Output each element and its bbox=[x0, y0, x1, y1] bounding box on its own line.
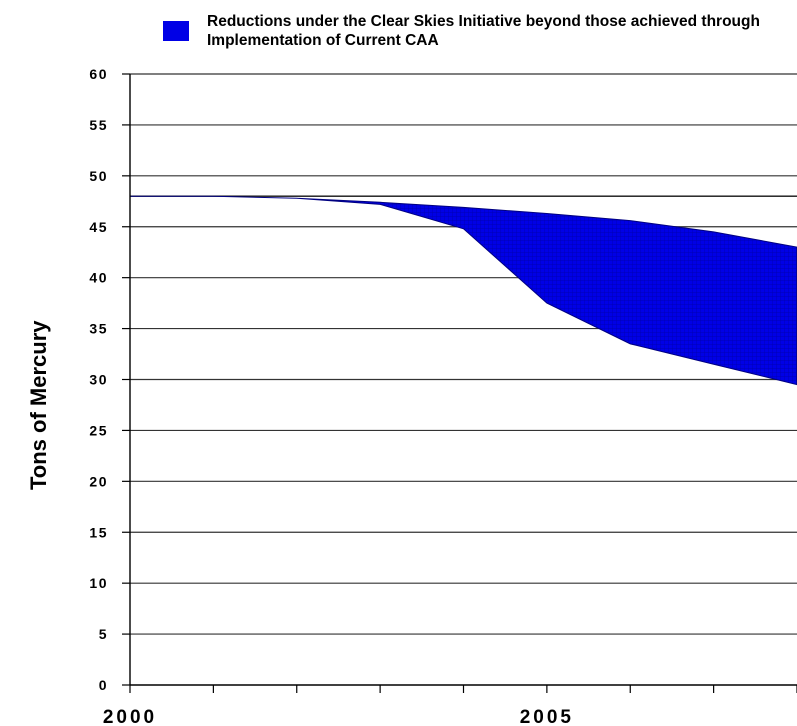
y-tick-label: 30 bbox=[89, 372, 108, 388]
y-tick-label: 40 bbox=[89, 270, 108, 286]
y-tick-label: 0 bbox=[99, 677, 108, 693]
y-tick-label: 45 bbox=[89, 219, 108, 235]
y-tick-label: 50 bbox=[89, 168, 108, 184]
x-tick-label: 2005 bbox=[520, 707, 574, 726]
legend-label: Reductions under the Clear Skies Initiat… bbox=[207, 12, 797, 50]
y-tick-label: 35 bbox=[89, 321, 108, 337]
y-tick-label: 60 bbox=[89, 66, 108, 82]
reduction-area bbox=[130, 195, 797, 386]
y-tick-label: 25 bbox=[89, 422, 108, 438]
y-tick-label: 5 bbox=[99, 626, 108, 642]
legend-swatch bbox=[163, 21, 189, 41]
y-tick-label: 10 bbox=[89, 575, 108, 591]
legend-label-text: Reductions under the Clear Skies Initiat… bbox=[207, 13, 760, 49]
y-tick-label: 55 bbox=[89, 117, 108, 133]
y-tick-label: 20 bbox=[89, 473, 108, 489]
y-tick-label: 15 bbox=[89, 524, 108, 540]
x-tick-label: 2000 bbox=[103, 707, 157, 726]
